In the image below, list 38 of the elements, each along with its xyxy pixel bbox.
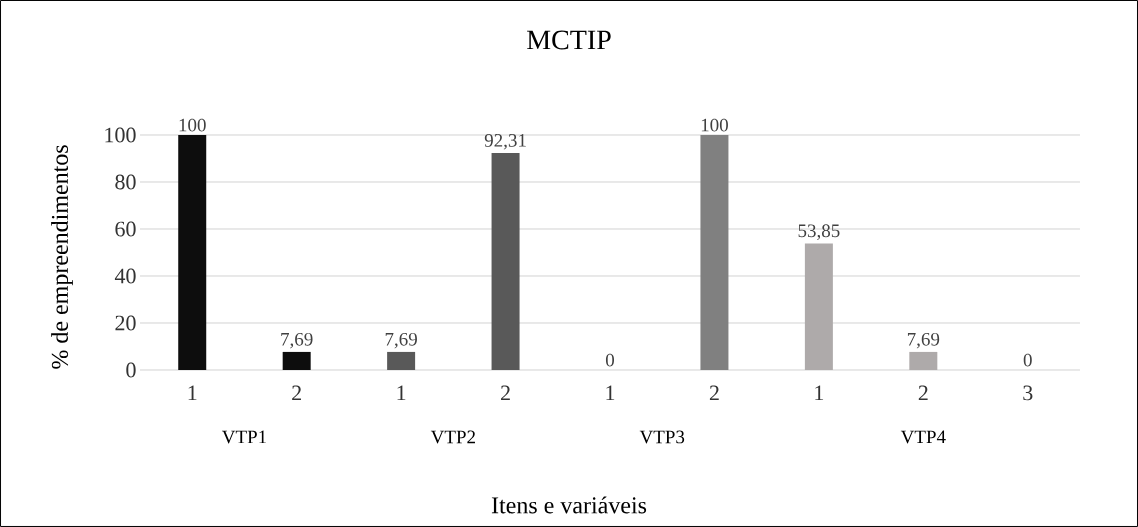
- text: VTP2: [430, 430, 475, 444]
- y-tick-label: 80: [115, 174, 136, 190]
- data-label: 92,31: [484, 134, 526, 150]
- y-tick-label: 0: [126, 362, 136, 378]
- data-label: 53,85: [798, 224, 840, 240]
- x-tick-label: 1: [815, 385, 824, 401]
- x-tick-label: 2: [501, 385, 510, 401]
- chart-title: MCTIP: [527, 30, 611, 50]
- x-tick-label: 1: [606, 385, 615, 401]
- data-label: 7,69: [281, 332, 313, 349]
- bar: [491, 153, 520, 370]
- x-tick-label: 1: [188, 385, 197, 401]
- bar: [282, 351, 311, 370]
- bar: [700, 134, 729, 370]
- data-label: 0: [605, 353, 615, 367]
- x-tick-label: 1: [397, 385, 406, 401]
- text: VTP3: [639, 430, 685, 444]
- data-label: 100: [179, 118, 206, 132]
- y-tick-label: 60: [115, 221, 136, 237]
- bar: [909, 351, 938, 370]
- bar: [178, 134, 207, 370]
- data-label: 7,69: [907, 332, 940, 349]
- text: VTP4: [900, 430, 946, 444]
- x-tick-label: 3: [1023, 385, 1033, 401]
- y-axis-title: % de empreendimentos: [51, 145, 73, 369]
- data-label: 100: [701, 118, 728, 132]
- x-tick-label: 2: [709, 385, 719, 401]
- data-label: 0: [1023, 353, 1032, 367]
- text: VTP1: [221, 430, 267, 444]
- y-tick-label: 40: [114, 268, 136, 284]
- data-label: 7,69: [385, 332, 417, 349]
- x-tick-label: 2: [918, 385, 928, 401]
- bar: [387, 351, 416, 370]
- y-tick-label: 20: [115, 315, 136, 331]
- x-axis-title: Itens e variáveis: [491, 496, 647, 514]
- bar: [804, 243, 833, 370]
- y-tick-label: 100: [105, 127, 136, 143]
- x-tick-label: 2: [292, 385, 301, 401]
